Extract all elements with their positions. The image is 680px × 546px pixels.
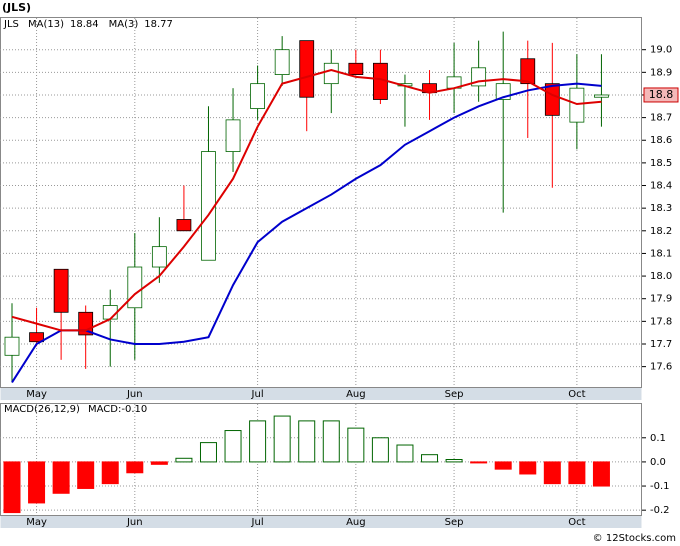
macd-bar — [3, 461, 21, 514]
macd-legend: MACD(26,12,9) — [4, 404, 80, 415]
macd-bar — [150, 461, 168, 465]
y-tick-label: 17.8 — [650, 316, 672, 327]
candle-body — [176, 219, 192, 232]
y-tick-label: 18.3 — [650, 203, 672, 214]
x-tick-label: Aug — [346, 517, 366, 528]
y-tick-label: 17.9 — [650, 294, 672, 305]
candle-body — [201, 151, 216, 261]
macd-bar — [568, 461, 586, 485]
macd-axis-strip — [0, 516, 642, 528]
y-tick-label: 17.7 — [650, 339, 672, 350]
x-tick-label: Oct — [568, 389, 585, 400]
macd-frame — [0, 403, 642, 516]
macd-bar — [519, 461, 537, 475]
macd-bar — [396, 444, 414, 463]
candle-body — [569, 87, 585, 123]
macd-bar — [445, 459, 463, 463]
candle-body — [4, 336, 20, 356]
y-tick-label: 18.2 — [650, 226, 672, 237]
candle-body — [225, 119, 241, 152]
y-tick-label: 17.6 — [650, 362, 672, 373]
x-tick-label: Oct — [568, 517, 585, 528]
candle-body — [29, 332, 44, 343]
y-tick-label: 19.0 — [650, 45, 672, 56]
price-frame — [0, 17, 642, 388]
x-tick-label: Jun — [126, 517, 143, 528]
macd-bar — [199, 442, 217, 463]
legend-label: MA(13) — [28, 19, 64, 30]
legend-label: MA(3) — [109, 19, 139, 30]
macd-bar — [298, 420, 316, 463]
x-tick-label: Jul — [251, 389, 264, 400]
macd-bar — [592, 461, 610, 487]
y-tick-label: -0.1 — [650, 481, 670, 492]
macd-bar — [543, 461, 561, 485]
x-tick-label: Aug — [346, 389, 366, 400]
macd-bar — [52, 461, 70, 494]
candle-body — [102, 305, 118, 320]
y-tick-label: 18.4 — [650, 181, 672, 192]
macd-bar — [494, 461, 512, 470]
y-tick-label: 18.5 — [650, 158, 672, 169]
legend-symbol: JLS — [3, 19, 19, 30]
macd-bar — [126, 461, 144, 474]
y-tick-label: 0.1 — [650, 433, 666, 444]
macd-bar — [224, 430, 242, 463]
price-axis-strip — [0, 388, 642, 400]
macd-bar — [371, 437, 389, 463]
price-tag: 18.8 — [649, 88, 674, 101]
macd-bar — [175, 457, 193, 463]
macd-bar — [347, 427, 365, 463]
x-tick-label: May — [26, 517, 47, 528]
chart-title: (JLS) — [2, 1, 31, 14]
candle-body — [250, 83, 266, 109]
candle-body — [348, 62, 364, 75]
x-tick-label: Sep — [445, 389, 464, 400]
x-tick-label: Jun — [126, 389, 143, 400]
candle-body — [53, 268, 69, 313]
macd-bar — [77, 461, 95, 489]
candle-body — [544, 83, 560, 116]
macd-bar — [273, 415, 291, 463]
y-tick-label: 18.1 — [650, 248, 672, 259]
candle-body — [151, 246, 167, 268]
candle-body — [274, 49, 290, 75]
candle-body — [520, 58, 536, 85]
ma-line — [11, 82, 602, 384]
x-tick-label: May — [26, 389, 47, 400]
y-tick-label: 18.7 — [650, 113, 672, 124]
candle-body — [594, 94, 609, 98]
macd-bar — [28, 461, 46, 504]
candle-body — [299, 40, 315, 98]
y-tick-label: -0.2 — [650, 505, 670, 516]
macd-bar — [101, 461, 119, 485]
macd-readout: MACD:-0.10 — [88, 404, 147, 415]
ma-line — [11, 69, 602, 332]
macd-bar — [421, 454, 439, 463]
legend-value: 18.84 — [70, 19, 99, 30]
y-tick-label: 18.0 — [650, 271, 672, 282]
footer: © 12Stocks.com — [593, 533, 676, 544]
x-tick-label: Sep — [445, 517, 464, 528]
macd-bar — [470, 461, 488, 464]
candle-body — [127, 266, 143, 309]
price-tag-box — [643, 87, 679, 103]
y-tick-label: 18.9 — [650, 67, 672, 78]
y-tick-label: 18.6 — [650, 135, 672, 146]
macd-bar — [249, 420, 267, 463]
y-tick-label: 0.0 — [650, 457, 666, 468]
legend-value: 18.77 — [144, 19, 173, 30]
x-tick-label: Jul — [251, 517, 264, 528]
candle-body — [323, 62, 339, 85]
macd-bar — [322, 420, 340, 463]
